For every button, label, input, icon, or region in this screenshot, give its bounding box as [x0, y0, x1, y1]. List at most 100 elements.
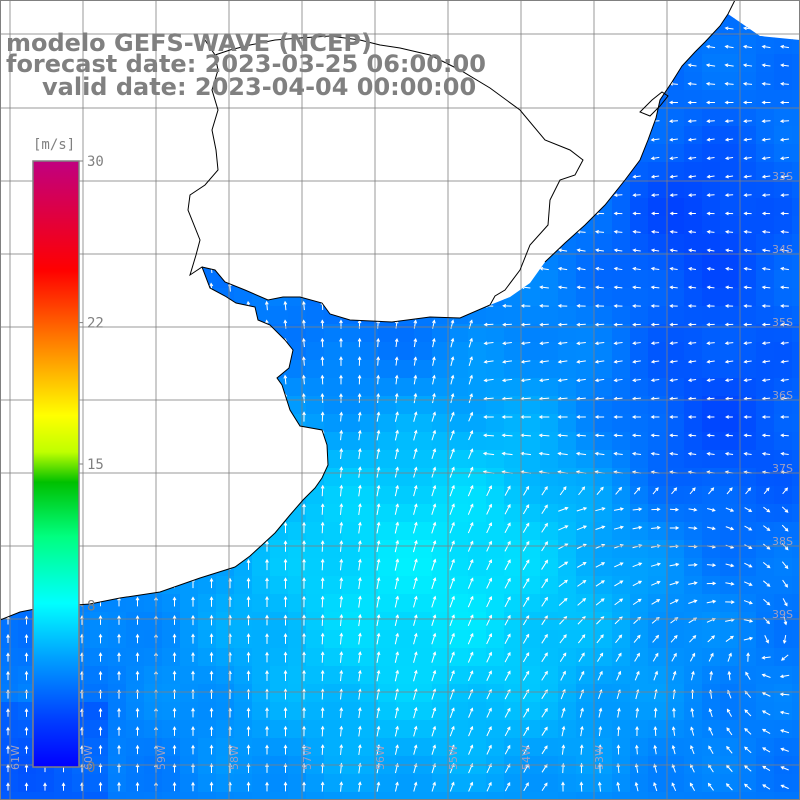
- wind-arrow: [558, 579, 568, 588]
- speed-cell: [414, 360, 433, 379]
- speed-cell: [432, 324, 451, 343]
- wind-arrow: [579, 744, 584, 755]
- wind-arrow: [449, 781, 455, 792]
- wind-arrow: [541, 615, 548, 626]
- speed-cell: [702, 324, 721, 343]
- wind-arrow: [302, 744, 306, 755]
- wind-arrow: [522, 577, 530, 589]
- wind-arrow: [538, 433, 550, 438]
- speed-cell: [648, 558, 667, 577]
- wind-arrow: [780, 81, 789, 86]
- speed-cell: [594, 288, 613, 307]
- speed-cell: [684, 72, 703, 91]
- wind-arrow: [706, 248, 715, 253]
- speed-cell: [774, 576, 793, 595]
- speed-cell: [684, 468, 703, 487]
- wind-arrow: [357, 744, 362, 755]
- speed-cell: [306, 666, 325, 685]
- wind-arrow: [576, 359, 586, 364]
- speed-cell: [306, 504, 325, 523]
- wind-arrow: [523, 726, 529, 736]
- speed-cell: [342, 648, 361, 667]
- speed-cell: [432, 378, 451, 397]
- speed-cell: [576, 450, 595, 469]
- speed-cell: [558, 396, 577, 415]
- wind-arrow: [538, 451, 550, 456]
- wind-arrow: [671, 652, 677, 662]
- speed-cell: [432, 702, 451, 721]
- speed-cell: [522, 720, 541, 739]
- wind-arrow: [669, 322, 678, 327]
- speed-cell: [576, 414, 595, 433]
- speed-cell: [540, 792, 559, 800]
- speed-cell: [324, 432, 343, 451]
- speed-cell: [486, 396, 505, 415]
- speed-cell: [738, 540, 757, 559]
- wind-arrow: [557, 451, 568, 456]
- wind-arrow: [483, 359, 494, 364]
- wind-arrow: [653, 726, 658, 736]
- wind-arrow: [501, 415, 513, 419]
- wind-arrow: [117, 763, 121, 773]
- wind-arrow: [761, 673, 771, 678]
- wind-arrow: [724, 304, 734, 308]
- wind-arrow: [522, 633, 530, 644]
- speed-cell: [684, 522, 703, 541]
- wind-arrow: [781, 524, 789, 532]
- speed-cell: [738, 144, 757, 163]
- wind-arrow: [320, 558, 325, 571]
- speed-cell: [414, 702, 433, 721]
- wind-arrow: [283, 688, 288, 700]
- speed-cell: [180, 720, 199, 739]
- speed-cell: [414, 774, 433, 793]
- speed-cell: [594, 396, 613, 415]
- wind-arrow: [780, 729, 790, 734]
- speed-cell: [648, 234, 667, 253]
- speed-cell: [738, 180, 757, 199]
- speed-cell: [504, 468, 523, 487]
- speed-cell: [558, 432, 577, 451]
- speed-cell: [666, 414, 685, 433]
- speed-cell: [630, 396, 649, 415]
- wind-arrow: [706, 581, 717, 586]
- wind-arrow: [671, 782, 677, 792]
- speed-cell: [666, 576, 685, 595]
- speed-cell: [792, 396, 800, 415]
- wind-arrow: [744, 562, 753, 568]
- wind-arrow: [613, 322, 623, 327]
- wind-arrow: [672, 670, 677, 681]
- speed-cell: [558, 774, 577, 793]
- wind-arrow: [634, 652, 640, 662]
- speed-cell: [756, 576, 775, 595]
- speed-cell: [756, 684, 775, 703]
- wind-arrow: [576, 285, 586, 290]
- wind-arrow: [706, 526, 716, 531]
- wind-arrow: [191, 763, 195, 773]
- speed-cell: [306, 558, 325, 577]
- speed-cell: [666, 252, 685, 271]
- wind-arrow: [135, 596, 140, 607]
- wind-arrow: [431, 725, 437, 737]
- wind-arrow: [358, 632, 362, 645]
- wind-arrow: [265, 707, 269, 718]
- speed-cell: [648, 360, 667, 379]
- speed-cell: [792, 180, 800, 199]
- wind-arrow: [450, 393, 455, 404]
- wind-arrow: [631, 451, 642, 456]
- speed-cell: [360, 774, 379, 793]
- wind-arrow: [690, 726, 695, 736]
- speed-cell: [540, 378, 559, 397]
- speed-cell: [342, 324, 361, 343]
- wind-arrow: [339, 429, 344, 441]
- wind-arrow: [468, 430, 474, 441]
- speed-cell: [324, 450, 343, 469]
- wind-arrow: [652, 634, 660, 643]
- speed-cell: [342, 738, 361, 757]
- wind-arrow: [632, 248, 641, 253]
- wind-arrow: [320, 337, 325, 348]
- speed-cell: [774, 648, 793, 667]
- speed-cell: [756, 612, 775, 631]
- wind-arrow: [743, 119, 752, 123]
- wind-arrow: [357, 374, 362, 385]
